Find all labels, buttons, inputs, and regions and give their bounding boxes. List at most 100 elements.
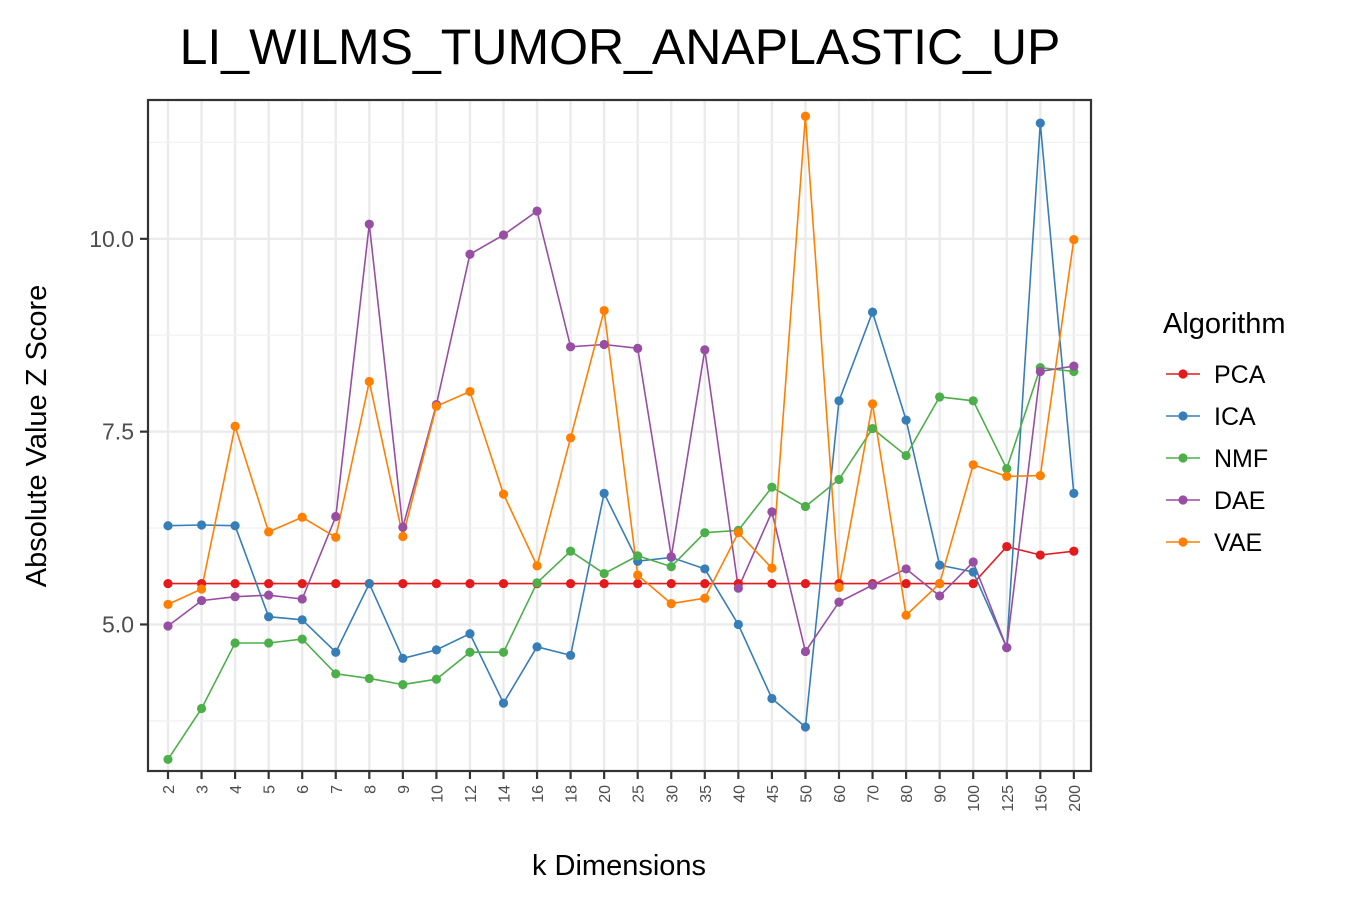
plot-panel-border: [146, 98, 1093, 773]
x-tick-label: 16: [530, 785, 547, 803]
data-point-nmf: [1002, 464, 1012, 474]
data-point-dae: [196, 595, 207, 606]
data-point-dae: [599, 339, 609, 350]
data-point-vae: [733, 528, 743, 538]
data-point-vae: [700, 593, 710, 603]
data-point-pca: [297, 578, 307, 589]
data-point-ica: [230, 521, 240, 531]
data-point-dae: [633, 343, 643, 353]
data-point-ica: [264, 612, 274, 622]
data-point-dae: [1035, 366, 1045, 377]
data-point-nmf: [465, 647, 475, 657]
data-point-nmf: [935, 392, 945, 402]
legend-label: NMF: [1214, 445, 1268, 473]
data-point-ica: [331, 647, 341, 657]
data-point-pca: [968, 578, 978, 589]
x-tick-label: 14: [497, 785, 514, 803]
data-point-vae: [1069, 234, 1079, 245]
data-point-nmf: [364, 673, 374, 684]
data-point-nmf: [230, 638, 240, 648]
data-point-nmf: [196, 703, 207, 714]
data-point-dae: [532, 206, 542, 216]
data-point-vae: [465, 386, 475, 397]
data-point-pca: [633, 578, 643, 589]
data-point-vae: [431, 401, 441, 411]
data-point-dae: [733, 583, 743, 593]
data-point-nmf: [163, 754, 173, 765]
data-point-dae: [800, 646, 811, 657]
data-point-ica: [901, 415, 911, 425]
x-tick-label: 5: [262, 785, 279, 794]
x-tick-label: 3: [195, 785, 212, 794]
data-point-pca: [264, 578, 274, 589]
data-point-nmf: [800, 501, 811, 512]
data-point-ica: [163, 521, 173, 531]
data-point-pca: [1069, 546, 1079, 556]
y-axis: 5.0 7.5 10.0: [89, 226, 148, 637]
data-point-vae: [834, 582, 844, 593]
data-point-pca: [431, 578, 441, 589]
data-point-ica: [1069, 488, 1079, 498]
data-point-ica: [566, 650, 576, 660]
data-point-dae: [834, 597, 844, 607]
data-point-dae: [901, 564, 911, 574]
x-tick-label: 150: [1033, 785, 1050, 812]
x-tick-label: 18: [564, 785, 581, 803]
legend-label: PCA: [1214, 361, 1266, 389]
legend-label: VAE: [1214, 529, 1262, 557]
data-point-dae: [230, 592, 240, 602]
series-lines: [167, 116, 1075, 760]
data-point-pca: [230, 578, 240, 589]
data-point-ica: [968, 567, 978, 577]
y-tick-label: 5.0: [102, 611, 134, 637]
data-point-ica: [767, 693, 777, 704]
data-point-dae: [498, 230, 509, 240]
data-point-ica: [498, 698, 509, 708]
data-point-vae: [498, 489, 509, 499]
series-line-ica: [167, 123, 1075, 729]
data-point-pca: [566, 578, 576, 589]
chart-title: LI_WILMS_TUMOR_ANAPLASTIC_UP: [180, 19, 1061, 75]
x-tick-label: 90: [933, 785, 950, 803]
legend-swatch: [1178, 411, 1188, 421]
data-point-nmf: [398, 680, 408, 690]
data-point-nmf: [264, 638, 274, 648]
data-point-dae: [465, 249, 475, 259]
data-point-vae: [364, 376, 374, 387]
data-point-vae: [599, 305, 609, 316]
data-point-nmf: [566, 546, 576, 556]
data-point-vae: [196, 584, 207, 594]
data-point-vae: [1002, 471, 1012, 481]
data-point-nmf: [431, 674, 441, 684]
data-point-nmf: [331, 669, 341, 679]
x-tick-label: 9: [396, 785, 413, 794]
data-point-nmf: [599, 568, 609, 579]
data-point-dae: [264, 590, 274, 600]
data-point-vae: [163, 599, 173, 610]
data-point-dae: [1069, 361, 1079, 371]
data-point-pca: [767, 578, 777, 589]
data-point-nmf: [901, 450, 911, 461]
data-point-vae: [767, 563, 777, 573]
data-point-dae: [700, 345, 710, 355]
data-point-ica: [935, 560, 945, 570]
data-point-pca: [163, 578, 173, 589]
data-point-pca: [398, 578, 408, 589]
data-point-dae: [867, 580, 878, 590]
data-point-pca: [498, 578, 509, 589]
data-point-pca: [465, 578, 475, 589]
x-tick-label: 100: [966, 785, 983, 812]
data-point-vae: [398, 531, 408, 542]
x-tick-label: 125: [1000, 785, 1017, 812]
data-point-ica: [700, 564, 710, 574]
data-point-vae: [666, 599, 676, 609]
data-point-vae: [566, 433, 576, 443]
legend: Algorithm PCA ICA NMF DAE VAE: [1163, 308, 1286, 557]
data-point-ica: [465, 629, 475, 639]
x-tick-label: 60: [832, 785, 849, 803]
series-line-pca: [168, 545, 1074, 585]
series-line-dae: [167, 209, 1074, 654]
x-tick-label: 80: [899, 785, 916, 803]
data-point-vae: [867, 399, 878, 409]
